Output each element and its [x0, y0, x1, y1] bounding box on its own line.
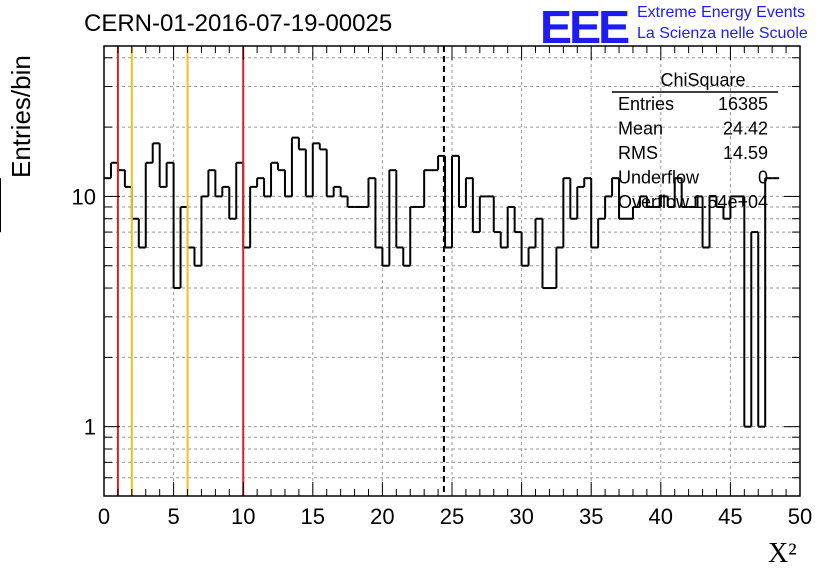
- y-tick-label: 1: [84, 415, 96, 440]
- x-tick-label: 20: [370, 504, 394, 529]
- stats-label: RMS: [618, 143, 658, 163]
- x-tick-label: 50: [788, 504, 812, 529]
- grid: [104, 46, 800, 496]
- stats-name: ChiSquare: [660, 70, 745, 90]
- stats-label: Entries: [618, 94, 674, 114]
- stats-value: 1.54e+04: [692, 192, 768, 212]
- x-tick-label: 30: [509, 504, 533, 529]
- stats-label: Underflow: [618, 168, 700, 188]
- x-tick-label: 45: [718, 504, 742, 529]
- logo-line-2: La Scienza nelle Scuole: [637, 25, 808, 42]
- stats-label: Overflow: [618, 192, 690, 212]
- eee-logo: EEE: [539, 1, 630, 53]
- x-tick-label: 25: [440, 504, 464, 529]
- x-tick-label: 10: [231, 504, 255, 529]
- stats-value: 16385: [718, 94, 768, 114]
- chart-title: CERN-01-2016-07-19-00025: [84, 10, 393, 37]
- stats-label: Mean: [618, 119, 663, 139]
- x-tick-label: 5: [167, 504, 179, 529]
- x-tick-label: 35: [579, 504, 603, 529]
- marker-lines: [116, 46, 445, 496]
- axis-ticks: 0 5 10 15 20 25 30 35 40 45 50 1 10: [72, 46, 812, 529]
- stats-box: ChiSquare Entries 16385 Mean 24.42 RMS 14.59 Un…: [612, 70, 778, 212]
- x-axis-label: X²: [768, 538, 797, 569]
- stats-value: 14.59: [723, 143, 768, 163]
- x-tick-label: 0: [98, 504, 110, 529]
- y-tick-label: 10: [72, 184, 96, 209]
- stats-value: 0: [758, 168, 768, 188]
- x-tick-label: 15: [301, 504, 325, 529]
- stats-value: 24.42: [723, 119, 768, 139]
- logo-line-1: Extreme Energy Events: [637, 4, 806, 21]
- histogram: [0, 136, 780, 428]
- x-tick-label: 40: [649, 504, 673, 529]
